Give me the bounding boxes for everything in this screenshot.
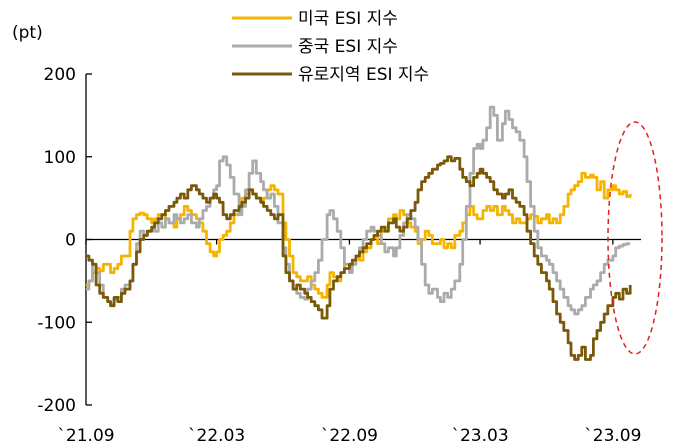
y-tick-label: 0: [65, 231, 76, 251]
legend-label-1: 중국 ESI 지수: [298, 37, 398, 57]
y-tick-label: 200: [44, 65, 76, 85]
series-lines: [86, 105, 632, 361]
y-tick-label: 100: [44, 148, 76, 168]
x-tick-label: `21.09: [57, 426, 114, 446]
x-tick-label: `23.09: [584, 426, 641, 446]
x-tick-label: `22.03: [188, 426, 245, 446]
y-axis-unit-label: (pt): [12, 23, 43, 43]
y-tick-label: -200: [37, 396, 76, 416]
highlight-annotation: [607, 121, 663, 355]
series-line-2: [86, 155, 632, 361]
x-axis: `21.09 `22.03 `22.09 `23.03 `23.09: [57, 238, 641, 446]
legend-label-0: 미국 ESI 지수: [298, 9, 398, 29]
x-tick-label: `23.03: [451, 426, 508, 446]
y-axis: -200 -100 0 100 200: [37, 65, 92, 416]
x-tick-label: `22.09: [321, 426, 378, 446]
series-line-0: [86, 171, 632, 299]
y-tick-label: -100: [37, 313, 76, 333]
legend-label-2: 유로지역 ESI 지수: [298, 65, 429, 85]
